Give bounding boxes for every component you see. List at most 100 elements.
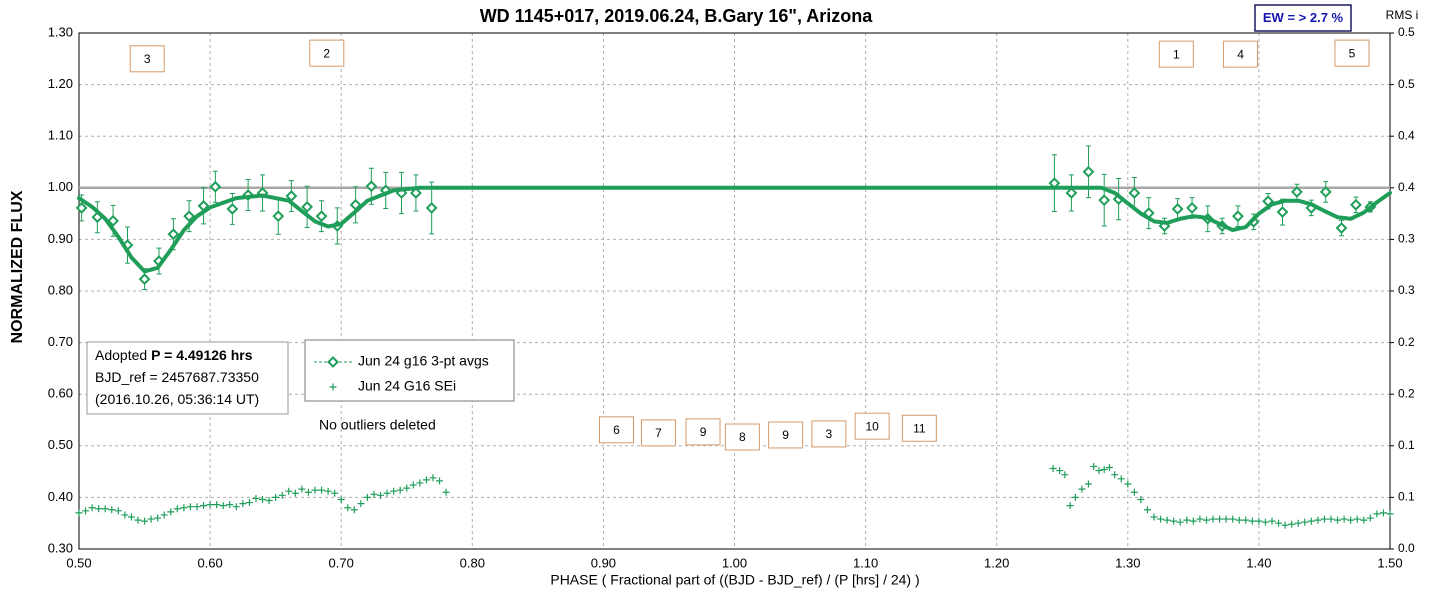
diamond-marker — [1335, 222, 1348, 234]
x-tick-label: 1.40 — [1246, 555, 1271, 570]
plus-marker — [429, 474, 437, 482]
diamond-marker — [75, 202, 88, 214]
plus-marker — [1353, 515, 1361, 523]
annotation-box — [1223, 40, 1259, 68]
y-tick-label: 0.90 — [48, 231, 73, 246]
plus-marker — [1261, 518, 1269, 526]
plus-marker — [1124, 480, 1132, 488]
plus-marker — [1320, 515, 1328, 523]
annotation-box — [640, 419, 676, 447]
y2-tick-label: 0.1 — [1398, 438, 1415, 452]
annotation-label: 9 — [700, 425, 707, 439]
plus-marker — [1170, 517, 1178, 525]
plus-marker — [1307, 517, 1315, 525]
plus-marker — [344, 504, 352, 512]
plus-marker — [377, 491, 385, 499]
plus-marker — [226, 501, 234, 509]
diamond-marker — [1186, 202, 1198, 214]
diamond-marker — [410, 187, 422, 199]
x-tick-label: 0.90 — [591, 555, 616, 570]
plus-marker — [206, 501, 214, 509]
plus-marker — [396, 486, 404, 494]
plus-marker — [1209, 515, 1217, 523]
plus-marker — [1130, 488, 1138, 496]
diamond-marker — [1232, 210, 1244, 223]
info-line: BJD_ref = 2457687.73350 — [95, 369, 259, 385]
plot-frame — [78, 32, 1391, 550]
plus-marker — [108, 506, 116, 514]
plus-marker — [298, 485, 306, 493]
plus-marker — [82, 507, 90, 515]
y2-tick-label: 0.5 — [1398, 25, 1415, 39]
y-tick-label: 0.70 — [48, 334, 73, 349]
plus-marker — [357, 500, 365, 508]
plus-marker — [403, 484, 411, 492]
plus-marker — [245, 499, 253, 507]
plus-marker — [1061, 471, 1069, 479]
plus-marker — [1327, 515, 1335, 523]
plus-marker — [383, 489, 391, 497]
plus-marker — [1340, 515, 1348, 523]
plus-marker — [363, 493, 371, 501]
plus-marker — [173, 505, 181, 513]
plus-marker — [265, 496, 273, 504]
plus-marker — [1105, 463, 1113, 471]
plus-marker — [1347, 516, 1355, 524]
plus-marker — [311, 486, 319, 494]
plus-marker — [1334, 516, 1342, 524]
plus-marker — [127, 513, 135, 521]
x-tick-label: 0.50 — [66, 555, 91, 570]
plus-marker — [285, 487, 293, 495]
plus-marker — [232, 503, 240, 511]
plus-marker — [141, 517, 149, 525]
plus-marker — [101, 505, 109, 513]
info-text: Adopted — [95, 347, 147, 363]
plus-marker — [1360, 516, 1368, 524]
x-tick-label: 1.10 — [853, 555, 878, 570]
plus-marker — [1084, 480, 1092, 488]
y-tick-label: 1.00 — [48, 179, 73, 194]
annotation-box — [854, 412, 890, 440]
plus-marker — [154, 514, 162, 522]
plus-marker — [1314, 516, 1322, 524]
plus-marker — [1196, 515, 1204, 523]
annotation-box — [811, 420, 847, 448]
plus-marker — [409, 481, 417, 489]
plus-marker — [1137, 495, 1145, 503]
y2-tick-label: 0.3 — [1398, 232, 1415, 246]
plus-marker — [95, 505, 103, 513]
diamond-marker — [107, 214, 120, 227]
info-line: (2016.10.26, 05:36:14 UT) — [95, 391, 259, 407]
plus-marker — [1268, 517, 1276, 525]
y-tick-label: 1.20 — [48, 76, 73, 91]
plus-marker — [291, 489, 299, 497]
annotation-box — [1158, 40, 1194, 68]
plus-marker — [1078, 485, 1086, 493]
plus-marker — [200, 502, 208, 510]
plus-marker — [114, 507, 122, 515]
plus-marker — [180, 504, 188, 512]
x-tick-label: 1.00 — [722, 555, 747, 570]
diamond-marker — [425, 202, 438, 214]
plus-marker — [416, 479, 424, 487]
badge: EW = > 2.7 % — [1263, 10, 1344, 25]
plus-marker — [239, 500, 247, 508]
plus-marker — [1066, 502, 1074, 510]
y2-tick-label: 0.0 — [1398, 541, 1415, 555]
plus-marker — [160, 511, 168, 519]
plus-marker — [121, 511, 129, 519]
diamond-marker — [167, 228, 180, 241]
y2-tick-label: 0.2 — [1398, 386, 1415, 400]
plus-marker — [1143, 506, 1151, 514]
diamond-marker — [272, 210, 285, 223]
y-tick-label: 0.60 — [48, 386, 73, 401]
diamond-marker — [226, 203, 239, 215]
legend-swatch — [327, 356, 339, 368]
info-text: (2016.10.26, 05:36:14 UT) — [95, 391, 259, 407]
plus-marker — [1229, 515, 1237, 523]
diamond-marker — [365, 180, 378, 193]
diamond-marker — [1291, 186, 1303, 198]
badge-box — [1254, 4, 1352, 32]
y-axis-label: NORMALIZED FLUX — [9, 190, 26, 343]
plus-marker — [1379, 509, 1387, 517]
